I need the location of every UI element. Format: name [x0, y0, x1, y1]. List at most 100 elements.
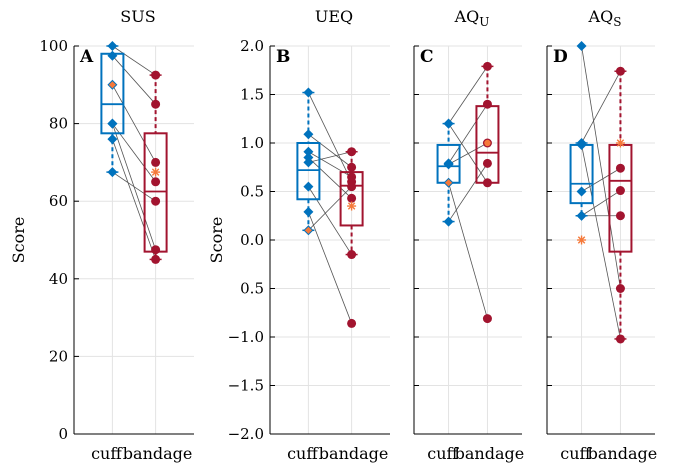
panel-a-bandage-point	[151, 70, 161, 80]
panel-a-pair-line	[112, 171, 156, 202]
panel-a-bandage-point	[151, 99, 161, 109]
panel-c-bandage-point	[482, 178, 492, 188]
panel-c-pair-line	[448, 103, 488, 164]
panel-c-bandage-point	[482, 61, 492, 71]
panel-d-bandage-point	[615, 66, 625, 76]
panel-b-y-tick-label: 1.5	[240, 86, 264, 104]
panel-d-bandage-point	[615, 186, 625, 196]
panel-b-cuff-point	[303, 181, 314, 192]
panel-c-title-sub: U	[479, 15, 489, 29]
panel-d-pair-line	[581, 167, 621, 192]
panel-b-y-tick-label: 1.0	[240, 134, 264, 152]
panel-a-y-tick-label: 20	[49, 347, 68, 365]
panel-a-x-tick-label: cuff	[91, 444, 123, 463]
panel-b-bandage-point	[347, 250, 357, 260]
panel-b-y-tick-label: −2.0	[228, 425, 264, 443]
panel-b-title-main: UEQ	[315, 7, 353, 26]
panel-a-cuff-point	[107, 50, 118, 61]
panel-c-bandage-point	[482, 158, 492, 168]
panel-a-pair-line	[112, 84, 156, 163]
panel-b-bandage-mean	[347, 201, 357, 211]
panel-a-pair-line	[112, 138, 156, 260]
panel-a-cuff-point	[107, 167, 118, 178]
panel-a-x-tick-label: bandage	[123, 444, 193, 463]
panel-a-pair-line	[112, 45, 156, 76]
panel-d-bandage-point	[615, 163, 625, 173]
panel-d-cuff-point	[576, 186, 587, 197]
panel-b-y-label: Score	[207, 217, 226, 264]
panel-c-title-main: AQ	[454, 7, 480, 26]
panel-b-bandage-point	[347, 318, 357, 328]
panel-b-title: UEQ	[315, 7, 353, 26]
panel-a-cuff-point	[107, 134, 118, 145]
panel-c-bandage-point	[482, 314, 492, 324]
panel-a-cuff-point	[107, 118, 118, 129]
panel-b-cuff-point	[303, 129, 314, 140]
panel-b-y-tick-label: 0.5	[240, 280, 264, 298]
panel-d-title-main: AQ	[588, 7, 614, 26]
panel-a-pair-line	[112, 55, 156, 105]
panel-a-bandage-point	[151, 157, 161, 167]
panel-b-pair-line	[308, 133, 352, 168]
panel-a-y-tick-label: 100	[39, 37, 68, 55]
panel-c-cuff-point	[443, 118, 454, 129]
panel-d-pair-line	[581, 144, 621, 340]
panel-b-bandage-point	[347, 172, 357, 182]
panel-c-pair-line	[448, 182, 488, 319]
panel-c-pair-line	[448, 66, 488, 124]
panel-d-cuff-point	[576, 41, 587, 51]
panel-d-title-sub: S	[613, 15, 621, 29]
panel-d-cuff-point	[576, 139, 587, 150]
panel-a-y-tick-label: 40	[49, 270, 68, 288]
panel-b-letter: B	[276, 47, 290, 67]
panel-d-letter: D	[553, 47, 568, 67]
panel-b-pair-line	[308, 151, 352, 163]
panel-d-bandage-point	[615, 211, 625, 221]
panel-a-bandage-point	[151, 254, 161, 264]
panel-b-bandage-point	[347, 182, 357, 192]
panel-b-bandage-box	[339, 171, 364, 227]
panel-c-x-tick-label: cuff	[427, 444, 459, 463]
panel-d-cuff-point	[576, 210, 587, 221]
panel-b-cuff-point	[303, 87, 314, 98]
panel-b-bandage-point	[347, 193, 357, 203]
panel-d-pair-line	[581, 71, 621, 144]
panel-a-bandage-point	[151, 196, 161, 206]
panel-a-title: SUS	[120, 7, 155, 26]
panel-b-cuff-point	[303, 146, 314, 157]
panel-b-y-tick-label: −1.0	[228, 328, 264, 346]
panel-b-pair-line	[308, 186, 352, 255]
panel-c-title: AQU	[454, 7, 490, 29]
panel-b-pair-line	[308, 157, 352, 199]
panel-a-title-main: SUS	[120, 7, 155, 26]
panel-c-cuff-point	[443, 216, 454, 227]
panel-a-cuff-point	[107, 41, 118, 51]
panel-b-y-tick-label: −1.5	[228, 377, 264, 395]
panel-a-y-label: Score	[9, 217, 28, 264]
panel-c-bandage-point	[482, 99, 492, 109]
panel-b-x-tick-label: bandage	[319, 444, 389, 463]
panel-d-pair-line	[581, 45, 621, 289]
panel-d-cuff-mean	[577, 235, 587, 245]
panel-b-cuff-point	[303, 206, 314, 217]
panel-b-cuff-point	[303, 157, 314, 168]
panel-d-bandage-point	[615, 284, 625, 293]
panel-b-pair-line	[308, 92, 352, 182]
panel-c-cuff-mean	[444, 179, 453, 187]
panel-a-y-tick-label: 0	[58, 425, 68, 443]
panel-c-pair-line	[448, 163, 488, 222]
panel-a-bandage-point	[151, 177, 161, 187]
panel-a-bandage-mean	[151, 167, 161, 177]
panel-b-y-tick-label: 2.0	[240, 37, 264, 55]
panel-c-cuff-point	[443, 159, 454, 170]
panel-c-bandage-mean	[484, 139, 491, 147]
panel-a-cuff-mean	[108, 81, 116, 89]
panel-b-x-tick-label: cuff	[287, 444, 319, 463]
panel-b-pair-line	[308, 151, 352, 178]
panel-d-title: AQS	[588, 7, 622, 29]
panel-d-pair-line	[581, 190, 621, 217]
panel-a-bandage-point	[151, 245, 161, 255]
panel-d-x-tick-label: cuff	[560, 444, 592, 463]
panel-b-bandage-point	[347, 147, 357, 157]
